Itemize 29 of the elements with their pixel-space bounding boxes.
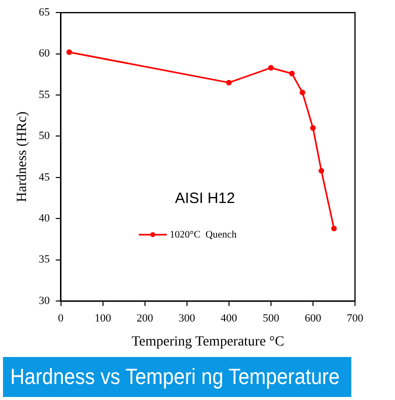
y-tick-label: 65 [38, 6, 50, 18]
y-tick-label: 60 [38, 48, 50, 60]
point [289, 70, 295, 76]
point [318, 168, 324, 174]
y-tick-label: 35 [38, 254, 50, 266]
x-tick-label: 700 [346, 312, 364, 324]
x-tick-label: 400 [220, 312, 238, 324]
point [310, 125, 316, 131]
y-tick-label: 45 [38, 171, 50, 184]
x-axis-title: Tempering Temperature °C [132, 334, 284, 350]
x-tick-label: 100 [94, 312, 112, 324]
y-tick-label: 55 [38, 88, 50, 101]
x-tick-label: 200 [136, 312, 154, 324]
y-tick-label: 50 [38, 130, 50, 142]
x-tick-label: 300 [178, 312, 196, 324]
point [268, 65, 274, 71]
point [66, 49, 72, 55]
point [300, 90, 306, 96]
x-tick-label: 0 [58, 312, 64, 324]
point [226, 80, 232, 86]
x-tick-label: 600 [304, 312, 322, 324]
text: Hardness vs Temperi ng Temperature [3, 357, 352, 397]
point [331, 226, 337, 232]
x-tick-label: 500 [262, 312, 280, 324]
annotation: AISI H12 [174, 190, 235, 207]
y-tick-label: 40 [38, 212, 50, 224]
y-tick-label: 30 [38, 294, 50, 307]
y-axis-title: Hardness (HRc) [15, 111, 30, 202]
legend-label: 1020°C Quench [170, 229, 237, 240]
